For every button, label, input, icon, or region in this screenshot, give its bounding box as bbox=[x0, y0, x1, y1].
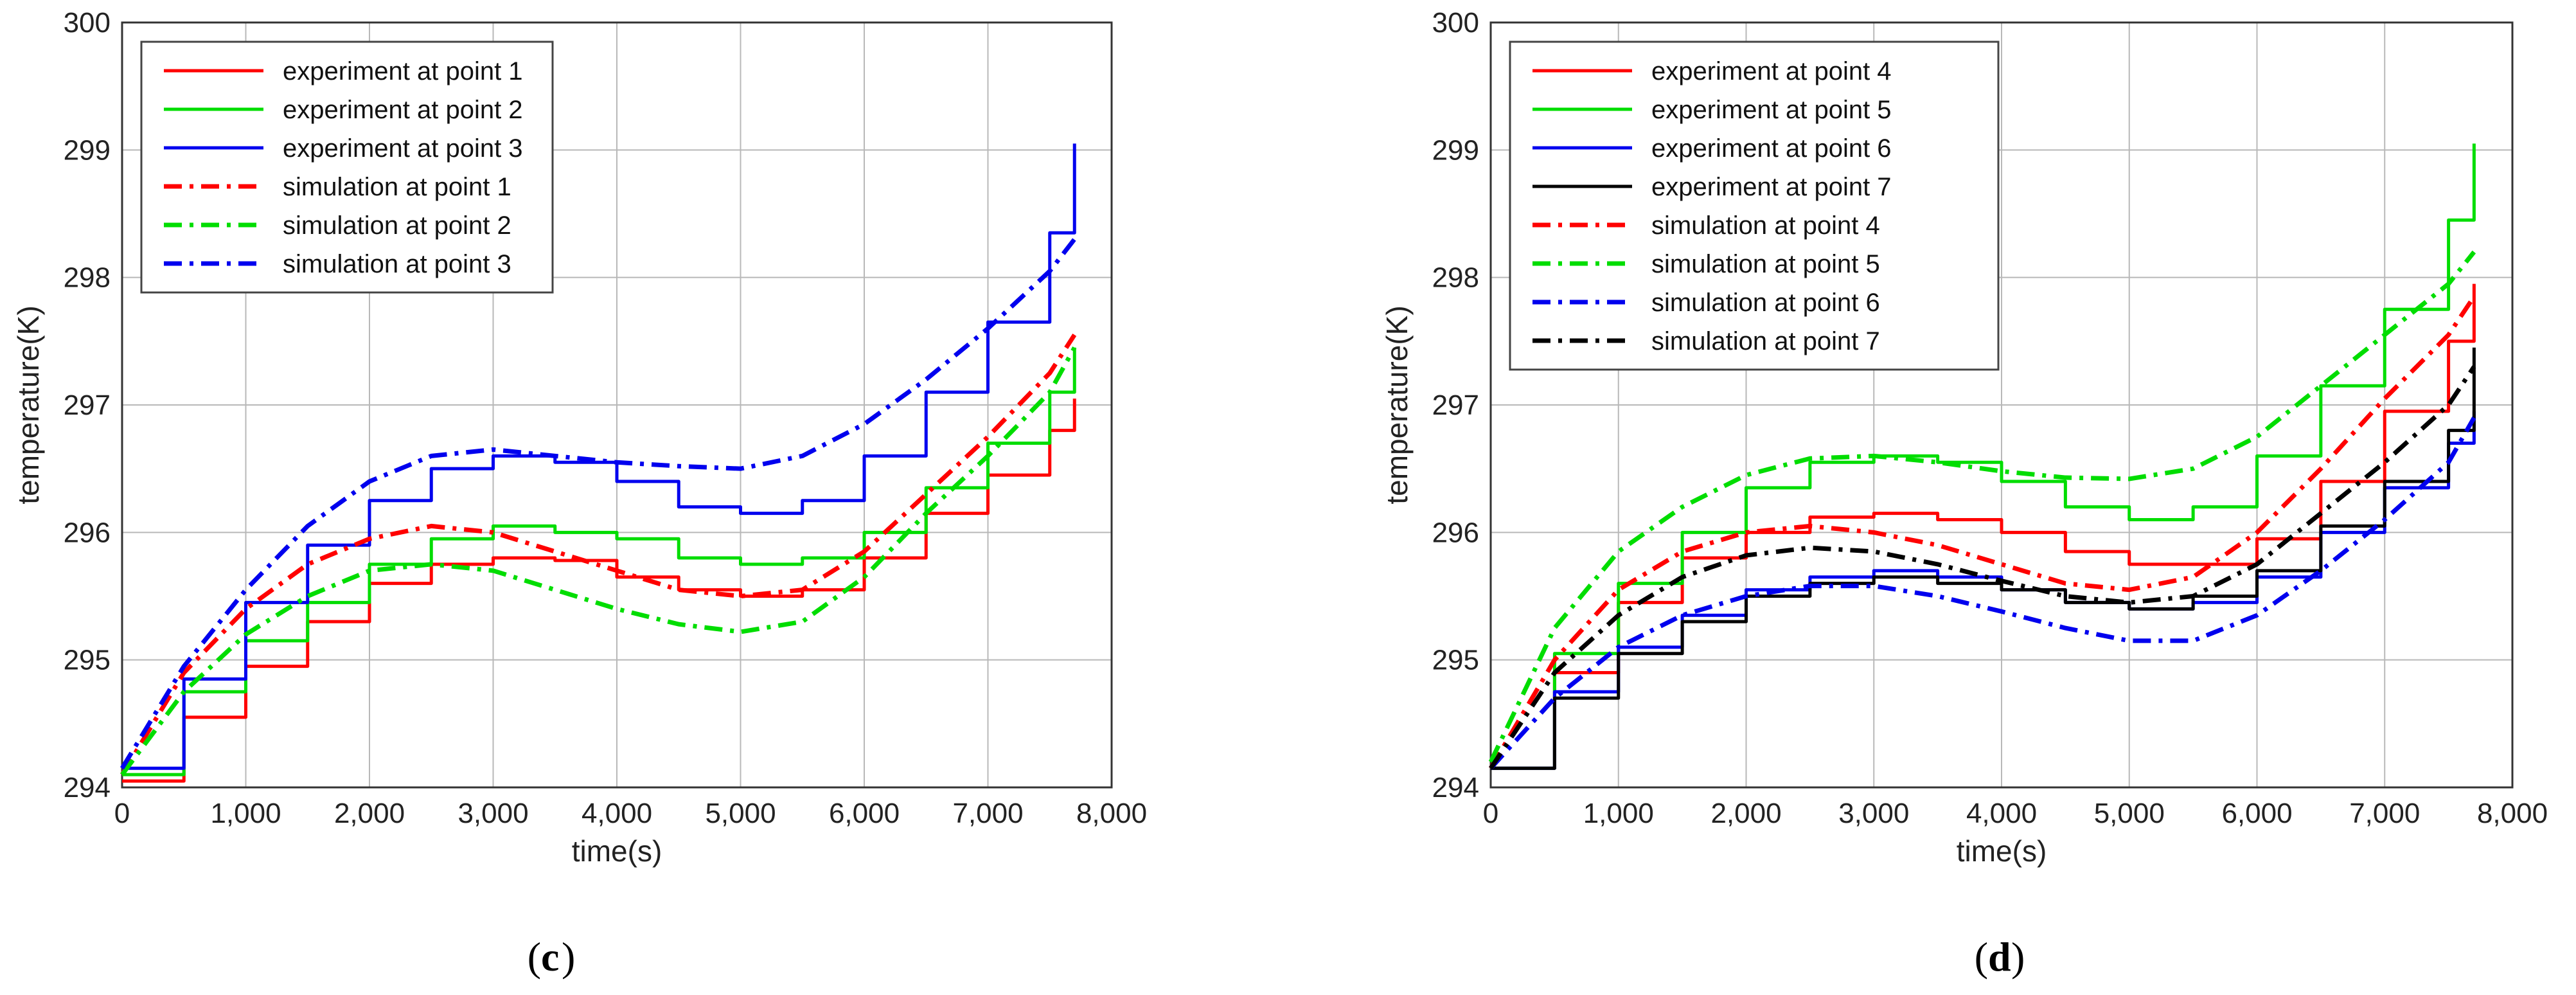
caption-letter: c bbox=[541, 934, 559, 980]
legend-label: experiment at point 3 bbox=[283, 134, 523, 163]
series-line-8 bbox=[1489, 365, 2476, 770]
series-line-3 bbox=[122, 143, 1076, 770]
legend-label: experiment at point 4 bbox=[1651, 57, 1892, 85]
y-tick-label: 295 bbox=[64, 645, 111, 676]
x-tick-label: 5,000 bbox=[2094, 798, 2165, 829]
y-tick-label: 299 bbox=[1432, 134, 1479, 166]
caption-open-paren: ( bbox=[1975, 934, 1988, 980]
x-tick-label: 5,000 bbox=[705, 798, 776, 829]
legend-box bbox=[1509, 40, 2000, 371]
series-line-1 bbox=[1491, 283, 2476, 770]
caption-close-paren: ) bbox=[2011, 934, 2025, 980]
legend-label: simulation at point 4 bbox=[1651, 211, 1880, 240]
legend-label: simulation at point 1 bbox=[283, 173, 511, 201]
y-axis-label: temperature(K) bbox=[12, 305, 45, 504]
x-tick-label: 3,000 bbox=[457, 798, 528, 829]
plot-frame bbox=[1489, 21, 2514, 789]
caption-close-paren: ) bbox=[562, 934, 575, 980]
legend-label: simulation at point 5 bbox=[1651, 250, 1880, 278]
y-tick-label: 300 bbox=[64, 7, 111, 39]
caption-open-paren: ( bbox=[528, 934, 541, 980]
y-axis-label: temperature(K) bbox=[1380, 305, 1414, 504]
y-tick-label: 296 bbox=[64, 517, 111, 548]
x-tick-label: 1,000 bbox=[210, 798, 281, 829]
series-line-5 bbox=[120, 346, 1077, 776]
x-tick-label: 8,000 bbox=[1076, 798, 1147, 829]
series-line-6 bbox=[120, 238, 1077, 770]
y-tick-label: 298 bbox=[1432, 262, 1479, 294]
legend-label: experiment at point 5 bbox=[1651, 96, 1892, 124]
series-line-7 bbox=[1489, 417, 2476, 770]
chart-panel-c: ( c ) 0 1,000 2,000 3,000 4,000 5,000 6,000 7,0… bbox=[12, 7, 1147, 980]
x-tick-label: 7,000 bbox=[952, 798, 1023, 829]
x-tick-label: 6,000 bbox=[2221, 798, 2292, 829]
legend-label: experiment at point 2 bbox=[283, 96, 523, 124]
x-tick-label: 6,000 bbox=[829, 798, 900, 829]
series-line-5 bbox=[1488, 295, 2476, 770]
x-tick-label: 2,000 bbox=[1710, 798, 1781, 829]
x-tick-label: 0 bbox=[114, 798, 130, 829]
legend-label: simulation at point 7 bbox=[1651, 327, 1880, 355]
legend-label: experiment at point 6 bbox=[1651, 134, 1892, 163]
x-tick-label: 0 bbox=[1483, 798, 1498, 829]
x-tick-label: 4,000 bbox=[1966, 798, 2037, 829]
y-tick-label: 299 bbox=[64, 134, 111, 166]
legend-label: experiment at point 1 bbox=[283, 57, 523, 85]
caption-letter: d bbox=[1988, 934, 2011, 980]
y-tick-label: 298 bbox=[64, 262, 111, 294]
series-line-4 bbox=[1491, 347, 2476, 770]
x-axis-label: time(s) bbox=[1957, 834, 2047, 868]
legend-label: experiment at point 7 bbox=[1651, 173, 1892, 201]
x-tick-label: 2,000 bbox=[334, 798, 405, 829]
y-tick-label: 297 bbox=[64, 390, 111, 421]
y-tick-label: 297 bbox=[1432, 390, 1479, 421]
x-tick-label: 8,000 bbox=[2477, 798, 2548, 829]
legend-label: simulation at point 6 bbox=[1651, 289, 1880, 317]
y-tick-label: 300 bbox=[1432, 7, 1479, 39]
x-tick-label: 4,000 bbox=[582, 798, 652, 829]
x-tick-label: 1,000 bbox=[1583, 798, 1654, 829]
chart-panel-d: ( d ) 0 1,000 2,000 3,000 4,000 5,000 6,000 7,0… bbox=[1380, 7, 2548, 980]
legend-box bbox=[140, 40, 554, 294]
series-line-2 bbox=[1491, 143, 2476, 770]
y-tick-label: 296 bbox=[1432, 517, 1479, 548]
y-tick-label: 294 bbox=[64, 772, 111, 803]
legend-label: simulation at point 3 bbox=[283, 250, 511, 278]
x-tick-label: 3,000 bbox=[1838, 798, 1909, 829]
series-line-1 bbox=[122, 399, 1076, 783]
y-tick-label: 295 bbox=[1432, 645, 1479, 676]
legend-label: simulation at point 2 bbox=[283, 211, 511, 240]
x-tick-label: 7,000 bbox=[2349, 798, 2420, 829]
series-line-6 bbox=[1488, 250, 2476, 763]
series-line-2 bbox=[122, 347, 1076, 776]
plot-frame bbox=[121, 21, 1113, 789]
x-axis-label: time(s) bbox=[572, 834, 662, 868]
series-line-4 bbox=[120, 334, 1077, 776]
y-tick-label: 294 bbox=[1432, 772, 1479, 803]
